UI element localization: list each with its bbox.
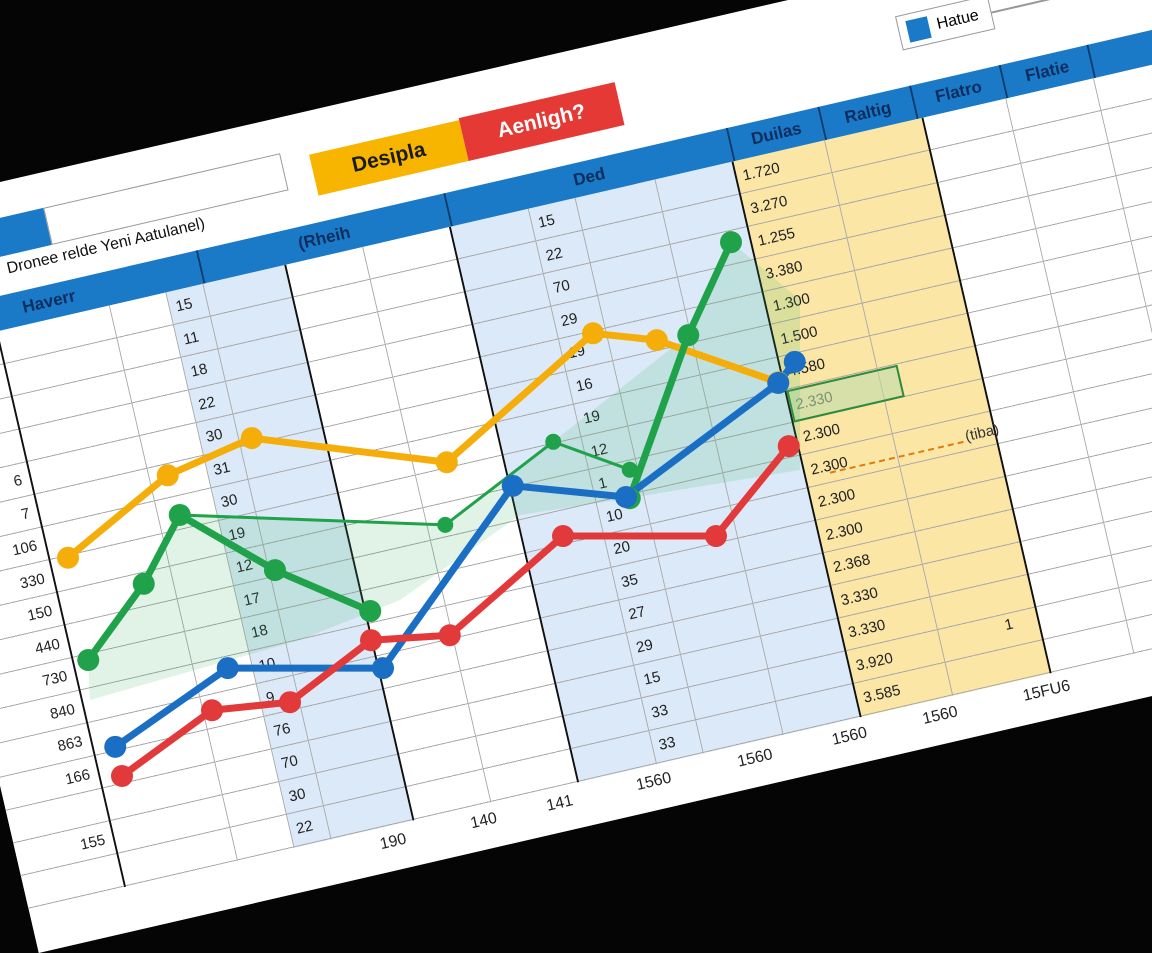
data-point-2-2[interactable]	[545, 433, 562, 450]
data-point-5-2[interactable]	[279, 691, 301, 714]
data-point-0-2[interactable]	[240, 427, 263, 450]
data-point-5-6[interactable]	[705, 525, 727, 548]
data-point-1-0[interactable]	[77, 649, 100, 672]
data-point-5-3[interactable]	[360, 629, 382, 652]
data-point-2-0[interactable]	[171, 506, 188, 523]
data-point-2-3[interactable]	[621, 461, 638, 478]
data-point-1-3[interactable]	[264, 559, 286, 582]
data-point-1-1[interactable]	[132, 572, 155, 595]
data-point-3-2[interactable]	[720, 231, 742, 254]
series-line-5	[118, 442, 793, 780]
line-chart	[57, 231, 806, 787]
data-point-5-7[interactable]	[777, 435, 800, 458]
data-point-0-3[interactable]	[435, 451, 458, 474]
data-point-0-0[interactable]	[57, 546, 79, 569]
data-point-5-4[interactable]	[438, 624, 461, 647]
data-point-5-5[interactable]	[552, 525, 574, 548]
green-area-fill	[88, 242, 800, 700]
data-point-4-6[interactable]	[783, 350, 806, 373]
data-point-4-2[interactable]	[372, 657, 394, 680]
data-point-0-5[interactable]	[645, 329, 668, 352]
data-point-1-4[interactable]	[359, 600, 382, 623]
data-point-4-3[interactable]	[501, 474, 524, 497]
data-point-4-0[interactable]	[104, 735, 127, 758]
data-point-5-1[interactable]	[201, 699, 223, 722]
data-point-4-4[interactable]	[615, 485, 637, 508]
data-point-3-1[interactable]	[677, 324, 700, 347]
data-point-4-1[interactable]	[216, 657, 239, 680]
data-point-0-4[interactable]	[582, 322, 604, 345]
data-point-4-5[interactable]	[767, 371, 790, 394]
series-line-2	[178, 440, 632, 527]
data-point-2-1[interactable]	[437, 516, 454, 533]
data-point-5-0[interactable]	[111, 764, 133, 787]
data-point-0-1[interactable]	[156, 464, 179, 487]
